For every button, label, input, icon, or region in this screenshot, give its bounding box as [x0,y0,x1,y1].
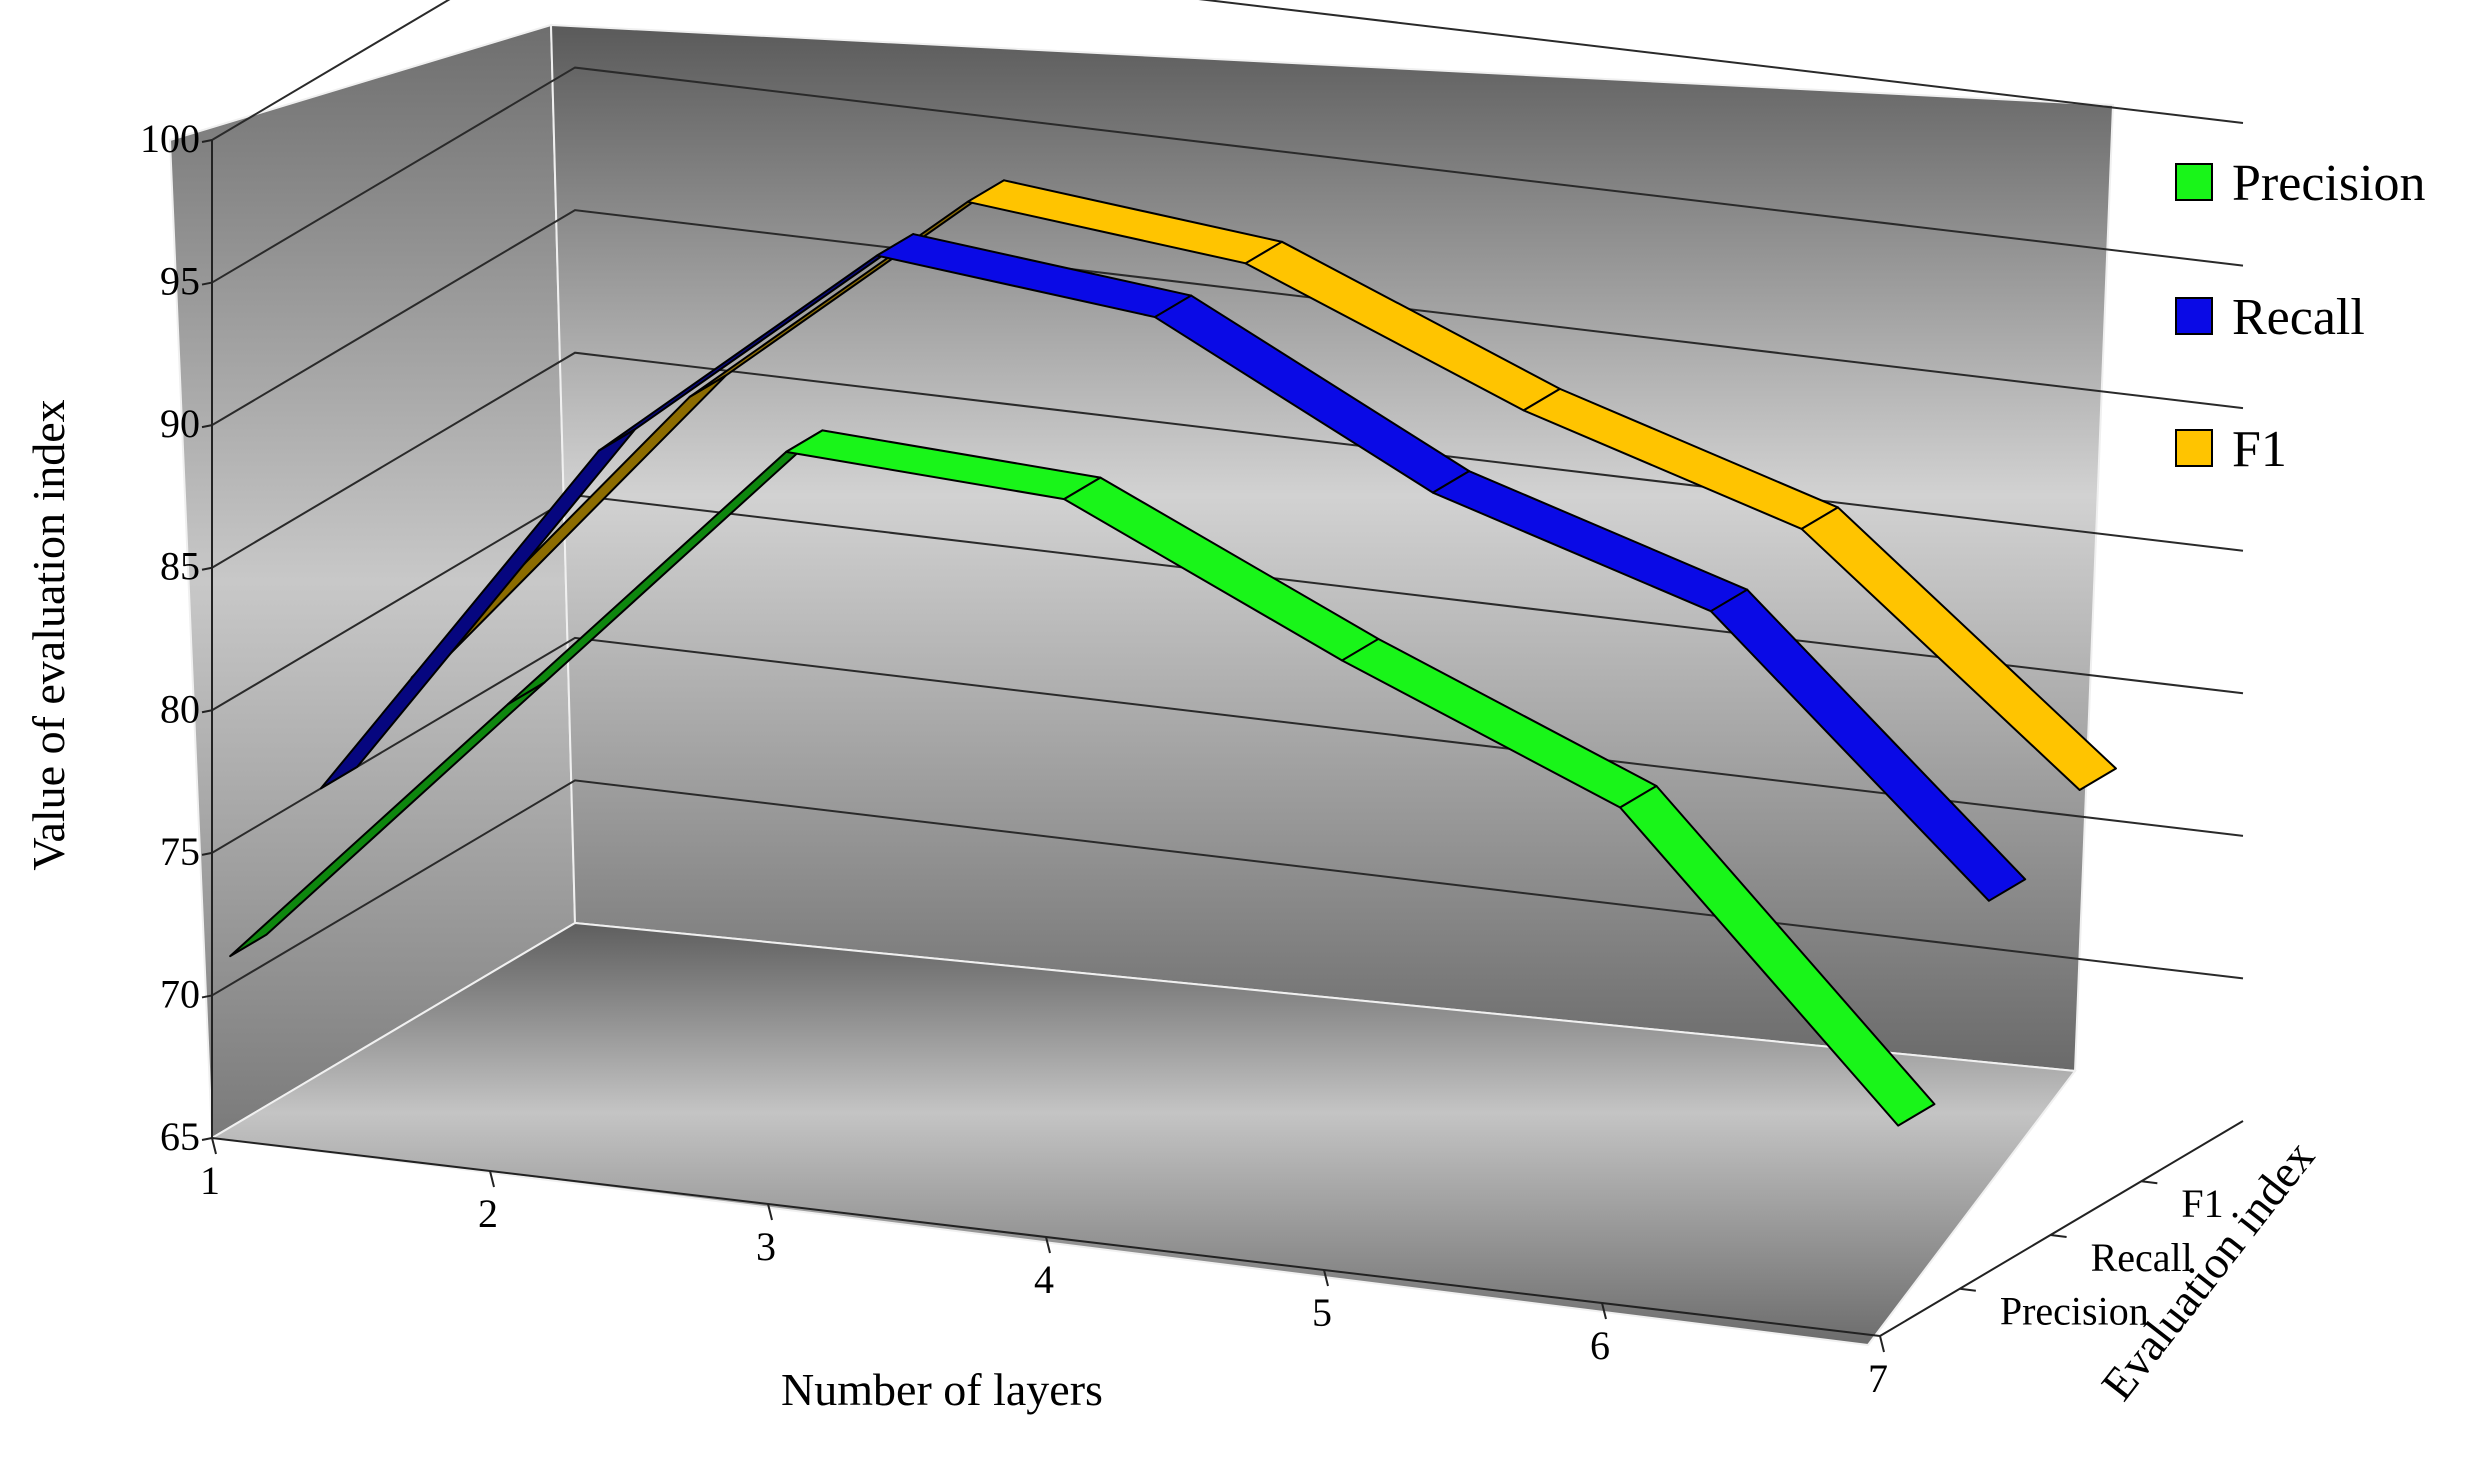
y-tick-label-1: 95 [160,259,200,304]
x-tick-mark-6 [1879,1335,1885,1353]
x-tick-label-6: 7 [1868,1356,1888,1401]
x-tick-mark-5 [1601,1302,1607,1320]
ribbon-f1-segment-6 [1800,506,2117,792]
z-tick-labels: F1 Recall Precision [1959,1180,2224,1334]
y-tick-label-5: 75 [160,829,200,874]
y-axis-title: Value of evaluation index [23,399,74,870]
z-tick-mark-1 [2050,1233,2067,1238]
legend-swatch-f1 [2175,429,2213,467]
legend: Precision Recall F1 [2175,155,2426,478]
z-tick-label-1: Recall [2091,1235,2193,1280]
x-tick-label-2: 3 [756,1224,776,1269]
y-tick-label-0: 100 [140,116,200,161]
x-tick-mark-1 [489,1170,495,1188]
series-recall [319,233,2027,902]
z-tick-label-2: Precision [2000,1289,2149,1334]
y-tick-mark-3 [201,566,213,571]
y-tick-label-3: 85 [160,544,200,589]
y-tick-mark-7 [201,1137,213,1141]
gridline-0 [211,0,2244,141]
z-axis-line [1879,1120,2244,1337]
y-tick-label-6: 70 [160,971,200,1016]
legend-label-precision: Precision [2232,155,2426,212]
y-tick-mark-4 [201,709,213,714]
z-tick-mark-2 [1959,1287,1976,1292]
data-ribbons [229,179,2117,1127]
x-tick-label-3: 4 [1034,1257,1054,1302]
y-tick-label-4: 80 [160,686,200,731]
y-tick-mark-6 [201,994,213,999]
z-tick-mark-0 [2141,1180,2158,1185]
gridline-6 [211,779,2244,997]
floor [208,921,2077,1347]
x-tick-label-1: 2 [478,1191,498,1236]
gridline-1 [211,66,2244,284]
legend-label-f1: F1 [2232,421,2287,478]
y-tick-labels: 100 95 90 85 80 75 70 65 [140,116,213,1159]
x-tick-mark-4 [1323,1269,1329,1287]
y-tick-mark-2 [201,424,213,429]
x-tick-label-4: 5 [1312,1290,1332,1335]
ribbon-precision-segment-6 [1619,785,1936,1127]
x-tick-mark-2 [767,1203,773,1221]
chart-walls [168,23,2115,1347]
gridline-2 [211,209,2244,427]
legend-swatch-recall [2175,297,2213,335]
legend-label-recall: Recall [2232,289,2365,346]
x-axis-title: Number of layers [781,1364,1103,1415]
x-tick-label-5: 6 [1590,1323,1610,1368]
x-tick-mark-0 [211,1137,217,1155]
y-tick-mark-1 [201,281,213,286]
y-tick-label-2: 90 [160,401,200,446]
gridline-3 [211,351,2244,569]
y-tick-mark-5 [201,851,213,856]
y-tick-label-7: 65 [160,1114,200,1159]
x-tick-label-0: 1 [200,1158,220,1203]
x-tick-mark-3 [1045,1236,1051,1254]
z-tick-label-0: F1 [2181,1181,2223,1226]
series-precision [229,429,1936,1127]
legend-swatch-precision [2175,163,2213,201]
x-tick-labels: 1 2 3 4 5 6 7 [200,1137,1888,1401]
ribbon-recall-segment-6 [1709,588,2027,902]
y-tick-mark-0 [201,139,213,143]
